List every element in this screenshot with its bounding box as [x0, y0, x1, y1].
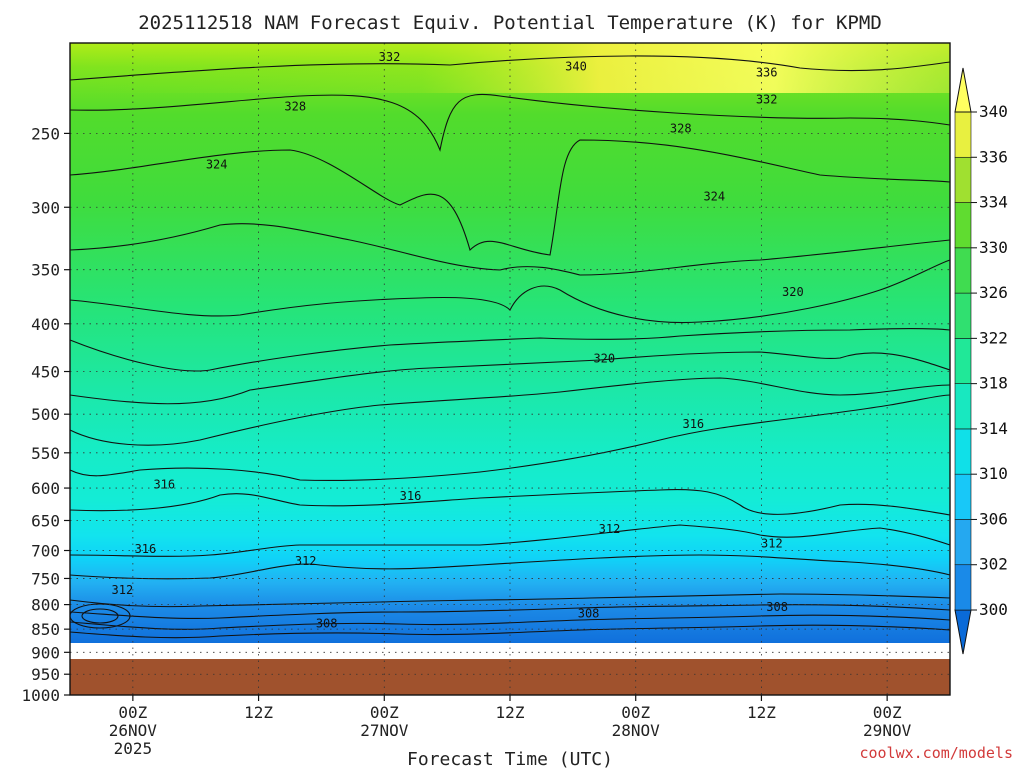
x-axis-title: Forecast Time (UTC) [407, 749, 613, 768]
x-tick-label: 12Z [747, 703, 776, 722]
contour-label: 320 [593, 352, 615, 366]
colorbar-arrow-high [954, 67, 972, 113]
x-tick-label: 00Z [873, 703, 902, 722]
y-tick-label: 650 [31, 511, 60, 530]
y-tick-label: 600 [31, 479, 60, 498]
colorbar-label: 336 [979, 147, 1008, 166]
contour-label: 332 [379, 50, 401, 64]
y-tick-label: 500 [31, 405, 60, 424]
y-tick-label: 950 [31, 665, 60, 684]
x-tick-label: 26NOV [109, 721, 158, 740]
colorbar-segment [954, 247, 972, 294]
contour-label: 308 [766, 600, 788, 614]
contour-label: 340 [565, 60, 587, 74]
y-tick-label: 350 [31, 261, 60, 280]
colorbar-label: 318 [979, 374, 1008, 393]
contour-label: 324 [206, 158, 228, 172]
y-tick-label: 900 [31, 643, 60, 662]
colorbar-arrow-low [954, 609, 972, 655]
grid [70, 43, 950, 696]
x-tick-label: 12Z [496, 703, 525, 722]
plot-area: 332 340 336 332 328 328 324 324 320 320 316 316 316 3… [69, 42, 951, 696]
contour-label: 312 [599, 522, 621, 536]
colorbar-label: 326 [979, 283, 1008, 302]
contour-label: 316 [153, 478, 175, 492]
terrain [70, 659, 950, 695]
contour-label: 328 [284, 100, 306, 114]
y-tick-label: 750 [31, 569, 60, 588]
contour-label: 316 [135, 542, 157, 556]
contour-label: 312 [295, 554, 317, 568]
colorbar-label: 306 [979, 509, 1008, 528]
y-axis: 250 300 350 400 450 500 550 600 650 700 750 800 850 9… [21, 124, 70, 705]
y-tick-label: 400 [31, 315, 60, 334]
colorbar-label: 334 [979, 193, 1008, 212]
contour-label: 324 [703, 189, 725, 203]
colorbar-segment [954, 383, 972, 430]
colorbar-segment [954, 202, 972, 249]
colorbar-segment [954, 338, 972, 384]
y-tick-label: 300 [31, 198, 60, 217]
x-tick-label: 00Z [621, 703, 650, 722]
x-tick-label: 12Z [244, 703, 273, 722]
contour-label: 312 [761, 537, 783, 551]
colorbar-label: 302 [979, 555, 1008, 574]
y-tick-label: 800 [31, 596, 60, 615]
credit-text: coolwx.com/models [859, 744, 1013, 762]
colorbar-segment [954, 564, 972, 611]
x-tick-label: 28NOV [612, 721, 661, 740]
contour-label: 316 [682, 417, 704, 431]
contour-label: 332 [756, 93, 778, 107]
x-tick-label: 27NOV [360, 721, 409, 740]
contour-labels: 332 340 336 332 328 328 324 324 320 320 316 316 316 3… [112, 50, 804, 630]
colorbar-segment [954, 428, 972, 475]
y-tick-label: 700 [31, 542, 60, 561]
colorbar: 340 336 334 330 326 322 318 314 310 306 302 300 [954, 67, 1008, 655]
colorbar-label: 310 [979, 464, 1008, 483]
contour-lines [69, 55, 951, 639]
y-tick-label: 1000 [21, 686, 60, 705]
colorbar-label: 330 [979, 238, 1008, 257]
colorbar-segment [954, 519, 972, 566]
contour-label: 316 [400, 489, 422, 503]
y-tick-label: 550 [31, 444, 60, 463]
y-tick-label: 450 [31, 363, 60, 382]
colorbar-segment [954, 111, 972, 158]
contour-label: 336 [756, 65, 778, 79]
colorbar-segment [954, 292, 972, 339]
colorbar-segment [954, 473, 972, 520]
colorbar-label: 300 [979, 600, 1008, 619]
contour-label: 308 [316, 616, 338, 630]
y-tick-label: 850 [31, 620, 60, 639]
x-tick-label: 29NOV [863, 721, 912, 740]
colorbar-segment [954, 156, 972, 203]
contour-label: 320 [782, 285, 804, 299]
colorbar-label: 340 [979, 102, 1008, 121]
colorbar-label: 322 [979, 328, 1008, 347]
chart-title: 2025112518 NAM Forecast Equiv. Potential… [138, 12, 882, 34]
contour-label: 328 [670, 122, 692, 136]
contour-label: 308 [578, 607, 600, 621]
contour-label: 312 [112, 583, 134, 597]
colorbar-label: 314 [979, 419, 1008, 438]
x-tick-label: 00Z [370, 703, 399, 722]
x-tick-label: 00Z [118, 703, 147, 722]
x-tick-label: 2025 [114, 739, 153, 758]
y-tick-label: 250 [31, 124, 60, 143]
